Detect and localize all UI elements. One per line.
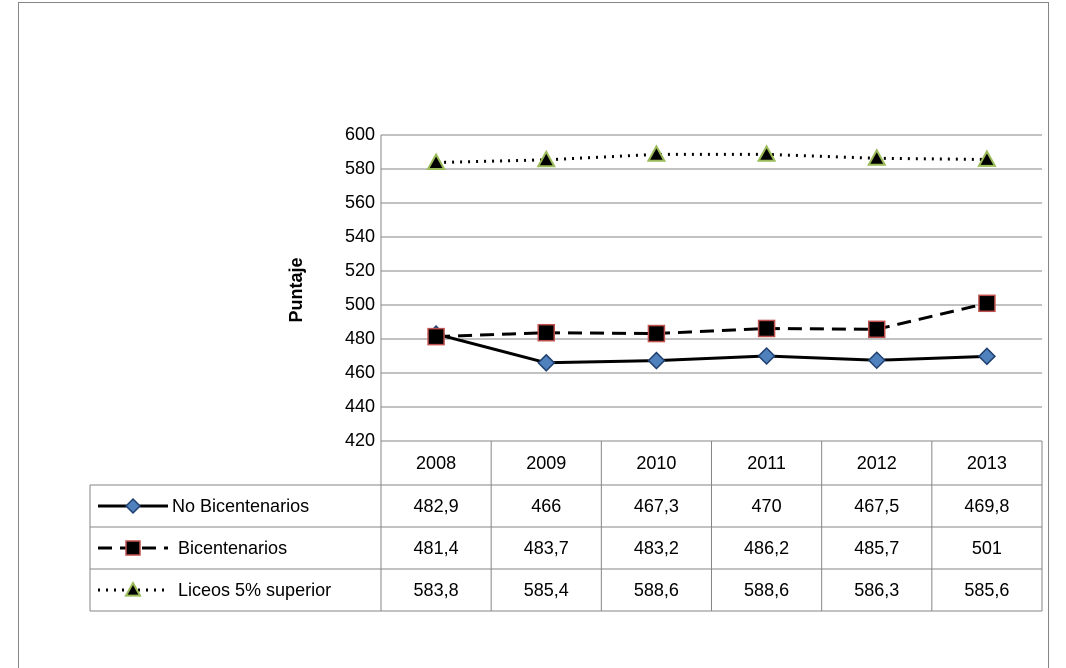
table-value: 583,8 — [414, 580, 459, 600]
table-value: 483,7 — [524, 538, 569, 558]
y-tick-label: 500 — [345, 294, 375, 314]
table-value: 469,8 — [964, 496, 1009, 516]
marker — [536, 149, 556, 168]
marker — [977, 149, 997, 167]
marker — [537, 353, 556, 372]
marker — [647, 351, 666, 370]
table-value: 585,6 — [964, 580, 1009, 600]
marker — [757, 319, 776, 338]
marker — [124, 497, 142, 515]
table-value: 470 — [752, 496, 782, 516]
x-tick-label: 2010 — [636, 453, 676, 473]
x-tick-label: 2013 — [967, 453, 1007, 473]
x-tick-label: 2012 — [857, 453, 897, 473]
marker — [977, 347, 996, 366]
marker — [427, 327, 445, 346]
marker — [647, 324, 666, 343]
marker — [978, 294, 996, 313]
x-tick-label: 2011 — [747, 453, 786, 473]
y-tick-label: 580 — [345, 158, 375, 178]
x-tick-label: 2009 — [526, 453, 566, 473]
y-axis-label: Puntaje — [286, 257, 306, 322]
table-value: 585,4 — [524, 580, 569, 600]
table-value: 481,4 — [414, 538, 459, 558]
y-tick-label: 540 — [345, 226, 375, 246]
table-value: 482,9 — [414, 496, 459, 516]
series-line — [436, 301, 988, 339]
legend-label: No Bicentenarios — [172, 496, 309, 516]
table-value: 466 — [531, 496, 561, 516]
y-tick-label: 420 — [345, 430, 375, 450]
y-tick-label: 600 — [345, 124, 375, 144]
y-tick-label: 460 — [345, 362, 375, 382]
table-value: 586,3 — [854, 580, 899, 600]
table-value: 486,2 — [744, 538, 789, 558]
chart-border — [18, 2, 1049, 668]
table-value: 588,6 — [634, 580, 679, 600]
marker — [426, 152, 446, 170]
marker — [867, 148, 887, 166]
marker — [125, 540, 141, 556]
table-value: 483,2 — [634, 538, 679, 558]
marker — [124, 580, 142, 597]
y-tick-label: 520 — [345, 260, 375, 280]
table-value: 501 — [972, 538, 1002, 558]
marker — [756, 144, 777, 162]
marker — [868, 320, 886, 339]
table-value: 588,6 — [744, 580, 789, 600]
marker — [867, 351, 886, 370]
legend-label: Bicentenarios — [178, 538, 287, 558]
marker — [646, 144, 667, 162]
series-line — [435, 332, 987, 365]
marker — [757, 346, 776, 366]
series-line — [436, 152, 987, 165]
y-tick-label: 440 — [345, 396, 375, 416]
table-value: 467,3 — [634, 496, 679, 516]
y-tick-label: 560 — [345, 192, 375, 212]
table-value: 467,5 — [854, 496, 899, 516]
x-tick-label: 2008 — [416, 453, 456, 473]
y-tick-label: 480 — [345, 328, 375, 348]
legend-label: Liceos 5% superior — [178, 580, 331, 600]
table-value: 485,7 — [854, 538, 899, 558]
marker — [537, 323, 555, 342]
